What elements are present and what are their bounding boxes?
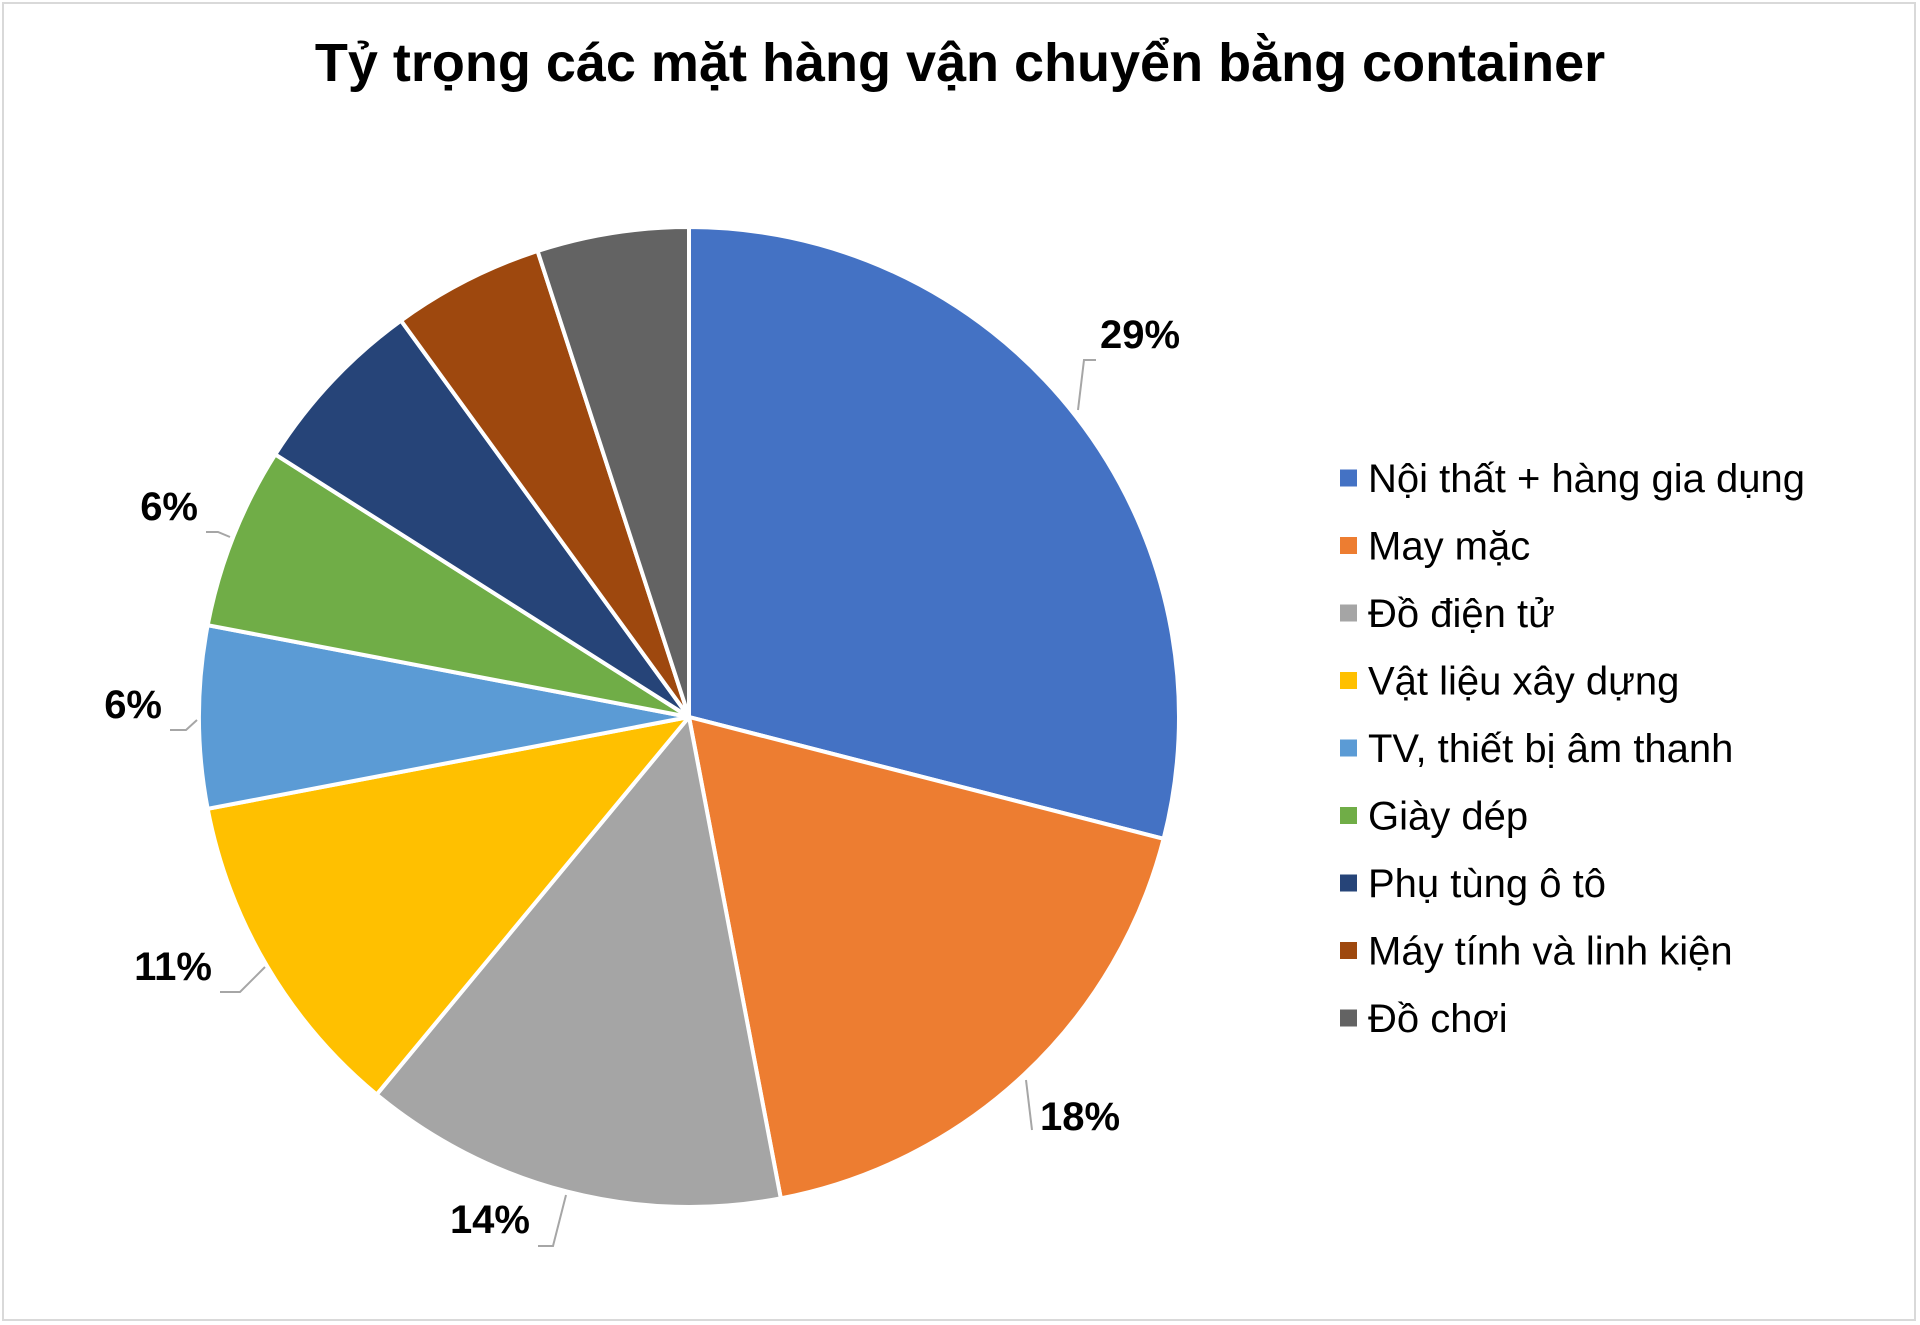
leader-lines xyxy=(170,359,1096,1247)
pie-slice-6 xyxy=(205,452,691,719)
leader-line-6 xyxy=(206,531,231,538)
leader-line-4 xyxy=(220,966,266,993)
leader-line-2 xyxy=(1025,1079,1033,1131)
legend-swatch-1 xyxy=(1340,469,1357,487)
data-label-4: 11% xyxy=(134,945,212,989)
legend-swatch-4 xyxy=(1340,672,1357,689)
legend-label-5: TV, thiết bị âm thanh xyxy=(1368,727,1733,771)
legend-label-1: Nội thất + hàng gia dụng xyxy=(1368,457,1805,501)
legend-label-7: Phụ tùng ô tô xyxy=(1368,862,1606,906)
pie-slice-8 xyxy=(398,248,691,719)
chart-title: Tỷ trọng các mặt hàng vận chuyển bằng co… xyxy=(314,33,1606,93)
pie-slice-5 xyxy=(197,623,691,811)
legend-label-3: Đồ điện tử xyxy=(1368,592,1555,636)
pie-slice-4 xyxy=(205,715,691,1097)
pie-slice-2 xyxy=(687,715,1166,1201)
legend-swatch-7 xyxy=(1340,874,1357,892)
legend-swatch-3 xyxy=(1340,604,1357,622)
data-label-2: 18% xyxy=(1040,1095,1120,1139)
legend-swatch-8 xyxy=(1340,942,1357,959)
legend-swatch-2 xyxy=(1340,537,1357,554)
pie-slice-3 xyxy=(374,715,783,1209)
leader-line-1 xyxy=(1077,359,1096,411)
data-label-6: 6% xyxy=(140,485,198,529)
pie-slice-1 xyxy=(687,225,1181,841)
leader-line-3 xyxy=(538,1194,567,1247)
pie-slice-7 xyxy=(273,318,691,719)
pie-slices xyxy=(197,225,1181,1209)
data-label-1: 29% xyxy=(1100,313,1180,357)
legend: Nội thất + hàng gia dụng May mặc Đồ điện t… xyxy=(1340,457,1805,1041)
legend-swatch-6 xyxy=(1340,807,1357,824)
legend-swatch-9 xyxy=(1340,1009,1357,1027)
legend-swatch-5 xyxy=(1340,739,1357,757)
data-label-5: 6% xyxy=(104,683,162,727)
legend-label-6: Giày dép xyxy=(1368,795,1528,839)
pie-slice-9 xyxy=(535,225,691,719)
legend-label-8: Máy tính và linh kiện xyxy=(1368,930,1733,974)
legend-label-2: May mặc xyxy=(1368,525,1530,569)
data-label-3: 14% xyxy=(450,1198,530,1242)
legend-label-4: Vật liệu xây dựng xyxy=(1368,660,1679,704)
data-labels: 29% 18% 14% 11% 6% 6% xyxy=(104,313,1180,1242)
legend-label-9: Đồ chơi xyxy=(1368,997,1508,1041)
leader-line-5 xyxy=(170,719,198,731)
